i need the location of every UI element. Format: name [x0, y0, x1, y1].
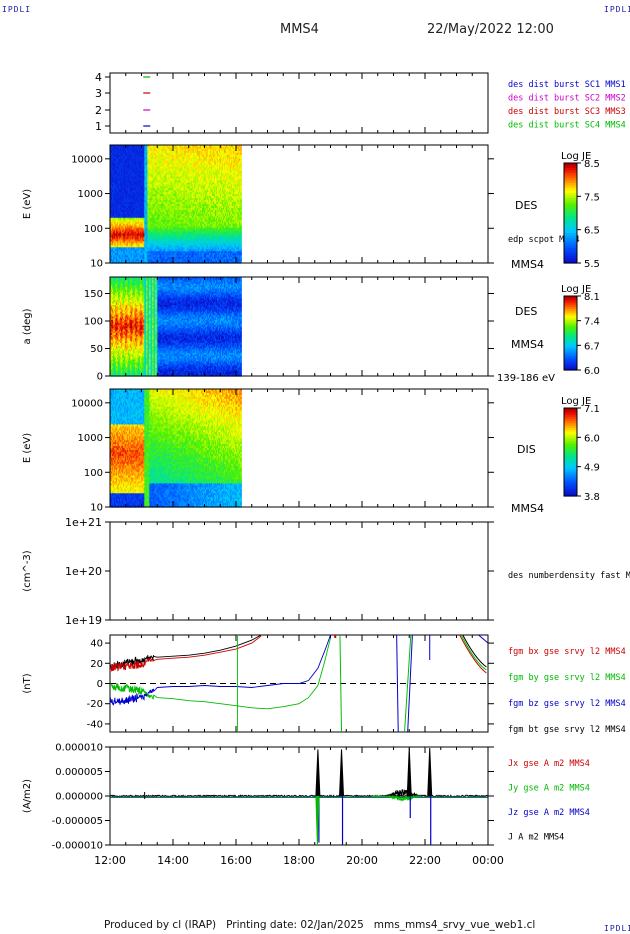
burst-legend-entry: des dist burst SC2 MMS2 — [508, 94, 626, 104]
burst-y-tick-label: 4 — [95, 71, 102, 84]
burst-y-tick-label: 2 — [95, 104, 102, 117]
burst-legend-entry: des dist burst SC3 MMS3 — [508, 107, 626, 117]
burst-y-tick-label: 1 — [95, 120, 102, 133]
burst-legend-entry: des dist burst SC4 MMS4 — [508, 121, 626, 131]
burst-y-tick-label: 3 — [95, 87, 102, 100]
burst-legend-entry: des dist burst SC1 MMS1 — [508, 80, 626, 90]
des-energy-pixels — [110, 145, 242, 264]
burst-panel-frame — [110, 73, 488, 133]
